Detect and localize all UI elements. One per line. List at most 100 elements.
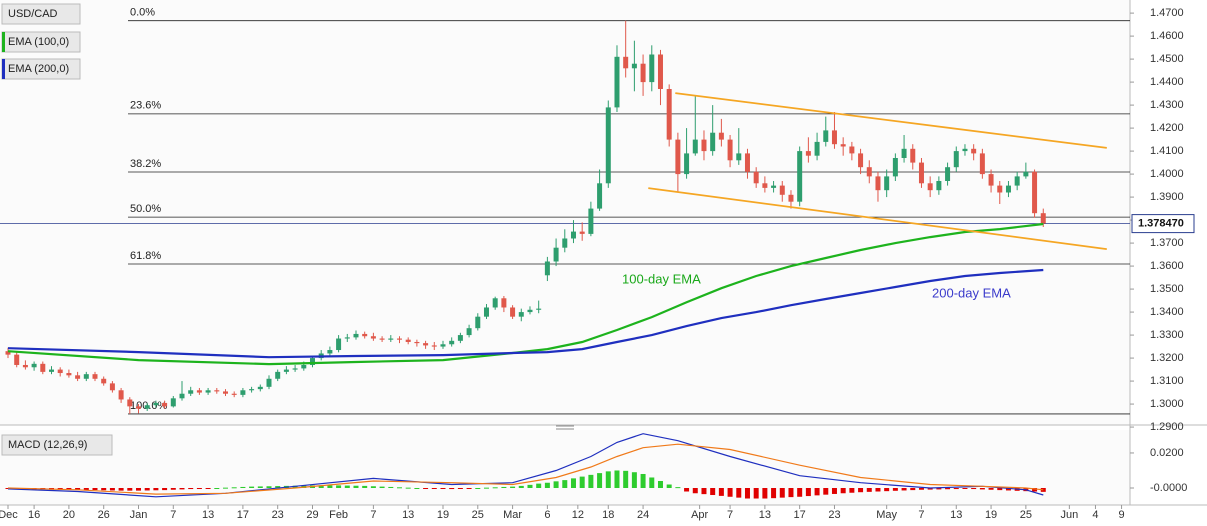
macd-histogram-bar — [727, 488, 733, 497]
macd-histogram-bar — [457, 488, 463, 490]
candle-body — [753, 171, 759, 184]
macd-histogram-bar — [66, 488, 72, 490]
macd-histogram-bar — [579, 476, 585, 489]
macd-histogram-bar — [762, 488, 768, 499]
candle-body — [623, 56, 629, 69]
fib-label: 38.2% — [130, 158, 161, 170]
candle-body — [483, 307, 489, 317]
macd-histogram-bar — [570, 478, 576, 489]
x-tick-label: 9 — [1118, 509, 1124, 521]
y-tick-label: 1.3700 — [1150, 237, 1184, 249]
legend-ema100: EMA (100,0) — [8, 36, 69, 48]
candle-body — [31, 363, 37, 368]
x-tick-label: 26 — [98, 509, 110, 521]
candle-body — [971, 148, 977, 154]
candle-body — [510, 307, 516, 317]
chart-layer: 1.2900 1.3000 1.3100 1.3200 1.3300 1.3400 1.35… — [0, 3, 1195, 521]
candle-body — [144, 405, 150, 409]
x-tick-label: 29 — [306, 509, 318, 521]
candle-body — [449, 340, 455, 345]
x-tick-label: 17 — [237, 509, 249, 521]
candle-body — [22, 364, 28, 368]
macd-histogram-bar — [162, 488, 168, 491]
candle-body — [771, 185, 777, 188]
legend-ema100-swatch — [2, 32, 5, 52]
macd-histogram-bar — [275, 486, 281, 489]
macd-histogram-bar — [257, 486, 263, 489]
candle-body — [527, 309, 533, 313]
candle-body — [492, 298, 498, 308]
y-tick-label: 1.3500 — [1150, 283, 1184, 295]
x-tick-label: 13 — [402, 509, 414, 521]
macd-histogram-bar — [527, 484, 533, 489]
macd-histogram-bar — [675, 487, 681, 489]
candle-body — [858, 153, 864, 168]
x-tick-label: Dec — [0, 509, 18, 521]
y-tick-label: 1.3900 — [1150, 191, 1184, 203]
candle-body — [83, 374, 89, 379]
candle-body — [353, 333, 359, 338]
macd-histogram-bar — [518, 485, 524, 489]
x-tick-label: 20 — [63, 509, 75, 521]
candle-body — [188, 390, 194, 394]
y-tick-label: 1.3600 — [1150, 260, 1184, 272]
candle-body — [440, 344, 446, 347]
macd-histogram-bar — [562, 480, 568, 489]
macd-histogram-bar — [492, 487, 498, 489]
candle-body — [1040, 213, 1046, 224]
candle-body — [40, 363, 46, 372]
candle-body — [162, 402, 168, 407]
candle-body — [918, 162, 924, 184]
x-tick-label: 7 — [918, 509, 924, 521]
macd-histogram-bar — [710, 488, 716, 496]
macd-histogram-bar — [779, 488, 785, 498]
candle-body — [579, 231, 585, 234]
macd-histogram-bar — [118, 488, 124, 491]
macd-histogram-bar — [75, 488, 81, 490]
candle-body — [249, 389, 255, 391]
candle-body — [779, 185, 785, 195]
candle-body — [196, 390, 202, 393]
macd-histogram-bar — [449, 488, 455, 490]
candle-body — [405, 339, 411, 342]
x-tick-label: 23 — [828, 509, 840, 521]
candle-body — [344, 337, 350, 339]
macd-histogram-bar — [884, 488, 890, 492]
macd-histogram-bar — [205, 488, 211, 490]
macd-histogram-bar — [858, 488, 864, 493]
x-tick-label: 13 — [759, 509, 771, 521]
macd-histogram-bar — [222, 487, 228, 489]
x-tick-label: Mar — [503, 509, 522, 521]
macd-histogram-bar — [788, 488, 794, 498]
candle-body — [997, 185, 1003, 193]
macd-histogram-bar — [362, 485, 368, 489]
y-tick-label: 1.4500 — [1150, 53, 1184, 65]
candle-body — [710, 132, 716, 152]
macd-histogram-bar — [475, 488, 481, 490]
candle-body — [362, 333, 368, 337]
y-tick-label: 1.4100 — [1150, 145, 1184, 157]
candle-body — [309, 358, 315, 365]
macd-histogram-bar — [266, 486, 272, 489]
macd-line — [7, 443, 1044, 495]
macd-histogram-bar — [379, 486, 385, 489]
candle-body — [1005, 185, 1011, 193]
candle-body — [588, 208, 594, 234]
candle-body — [75, 375, 81, 379]
macd-histogram-bar — [666, 484, 672, 489]
candle-body — [283, 369, 289, 372]
x-tick-label: 4 — [1092, 509, 1098, 521]
candle-body — [423, 343, 429, 346]
y-tick-label: 1.4000 — [1150, 168, 1184, 180]
macd-histogram-bar — [797, 488, 803, 497]
candle-body — [666, 89, 672, 140]
candle-body — [1032, 171, 1038, 214]
candle-body — [605, 107, 611, 184]
macd-histogram-bar — [510, 486, 516, 489]
candle-body — [101, 378, 107, 384]
candle-body — [962, 148, 968, 152]
x-tick-label: 25 — [1020, 509, 1032, 521]
last-price-label: 1.378470 — [1138, 218, 1184, 230]
